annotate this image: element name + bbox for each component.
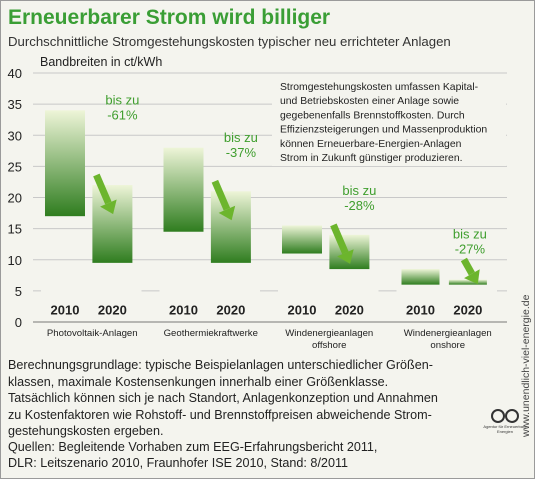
year-label: 2010 [51,303,80,318]
year-label: 2010 [169,303,198,318]
category-label: Geothermiekraftwerke [164,328,258,339]
info-box-line: Stromgestehungskosten umfassen Kapital- [280,82,478,93]
reduction-label: bis zu [453,227,487,242]
info-box-line: Effizienzsteigerungen und Massenprodukti… [280,125,487,136]
notes-line: klassen, maximale Kostensenkungen innerh… [8,374,389,389]
year-band [41,289,142,322]
year-band [278,289,379,322]
sources-line: DLR: Leitszenario 2010, Fraunhofer ISE 2… [8,456,349,470]
info-box-line: Strom in Zukunft günstiger produzieren. [280,153,463,164]
reduction-label: bis zu [105,93,139,108]
year-label: 2010 [406,303,435,318]
agency-logo: Agentur für Erneuerbare Energien [482,408,530,446]
reduction-value: -61% [107,108,138,123]
year-label: 2020 [335,303,364,318]
range-bar [44,110,85,217]
y-tick-label: 40 [8,66,22,81]
notes-line: zu Kostenfaktoren wie Rohstoff- und Bren… [8,407,432,422]
reduction-arrow [211,179,231,211]
y-tick-label: 10 [8,253,22,268]
year-label: 2010 [288,303,317,318]
year-label: 2020 [216,303,245,318]
range-bar [210,191,251,263]
sources: Quellen: Begleitende Vorhaben zum EEG-Er… [8,439,428,471]
reduction-label: bis zu [224,130,258,145]
y-tick-label: 0 [15,315,22,330]
info-box-line: gegebenenfalls Brennstoffkosten. Durch [280,110,465,121]
reduction-arrow-head [464,269,480,285]
range-bar [163,147,204,232]
year-band [159,289,260,322]
sources-line: Quellen: Begleitende Vorhaben zum EEG-Er… [8,440,378,454]
year-band [396,289,497,322]
category-label: offshore [312,340,347,351]
y-tick-label: 15 [8,222,22,237]
info-box [272,74,506,166]
range-bar [401,269,440,285]
y-tick-label: 5 [15,284,22,299]
y-axis-label: Bandbreiten in ct/kWh [40,55,162,69]
range-bar [448,279,487,285]
reduction-arrow-head [100,199,117,215]
reduction-arrow [460,257,475,276]
reduction-value: -28% [344,198,375,213]
range-bar [92,185,133,263]
reduction-arrow [330,223,349,255]
category-label: Windenergieanlagen [404,328,492,339]
info-box-line: und Betriebskosten einer Anlage sowie [280,96,459,107]
notes-line: gestehungskosten ergeben. [8,424,164,439]
reduction-label: bis zu [342,183,376,198]
y-tick-label: 20 [8,191,22,206]
chart-title: Erneuerbarer Strom wird billiger [8,6,331,29]
chart-subtitle: Durchschnittliche Stromgestehungskosten … [8,34,451,49]
category-label: onshore [430,340,465,351]
y-tick-label: 25 [8,159,22,174]
y-tick-label: 35 [8,97,22,112]
year-label: 2020 [453,303,482,318]
year-label: 2020 [98,303,127,318]
notes-line: Tatsächlich können sich je nach Standort… [8,391,438,406]
logo-symbol-icon [491,409,519,423]
reduction-arrow [93,173,112,205]
y-tick-label: 30 [8,128,22,143]
info-box-line: können Erneuerbare-Energien-Anlagen [280,139,462,150]
reduction-arrow-head [218,205,236,221]
reduction-value: -37% [226,145,257,160]
category-label: Windenergieanlagen [285,328,373,339]
calculation-notes: Berechnungsgrundlage: typische Beispiela… [8,357,508,440]
category-label: Photovoltaik-Anlagen [47,328,138,339]
range-bar [281,225,322,254]
reduction-arrow-head [337,249,354,264]
notes-line: Berechnungsgrundlage: typische Beispiela… [8,358,433,372]
logo-text: Agentur für Erneuerbare Energien [483,424,527,434]
reduction-value: -27% [455,242,486,257]
